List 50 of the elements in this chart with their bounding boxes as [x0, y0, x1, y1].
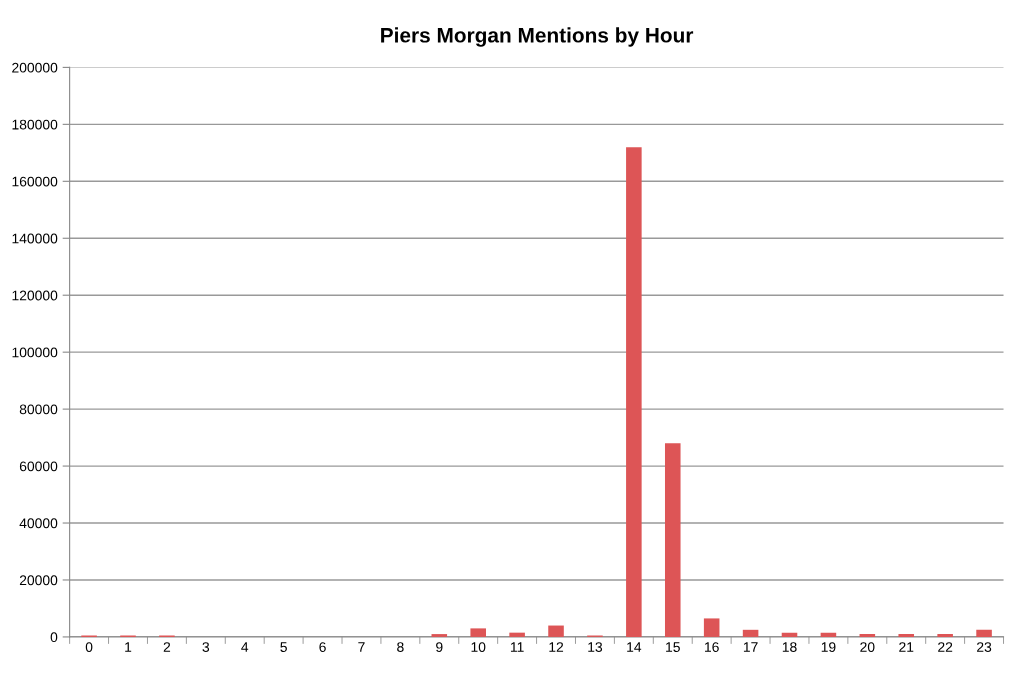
- y-tick-label: 100000: [12, 347, 58, 358]
- bar: [742, 629, 759, 637]
- x-tick-label: 21: [899, 642, 914, 652]
- y-tick-label: 80000: [19, 404, 58, 415]
- bar: [664, 443, 681, 637]
- x-tick-label: 23: [977, 642, 992, 652]
- x-tick-label: 1: [125, 642, 132, 652]
- x-tick-label: 5: [280, 642, 287, 652]
- y-tick-label: 140000: [12, 233, 58, 244]
- bar: [937, 634, 953, 637]
- x-tick-label: 16: [705, 642, 719, 652]
- bar: [703, 618, 720, 637]
- x-tick-label: 3: [202, 642, 210, 652]
- bar: [820, 632, 837, 637]
- y-tick-label: 0: [50, 632, 58, 643]
- y-tick-label: 160000: [12, 176, 58, 187]
- bar: [470, 628, 486, 637]
- bar: [976, 629, 992, 637]
- x-tick-label: 2: [163, 642, 171, 652]
- y-tick-label: 200000: [12, 62, 58, 73]
- x-tick-label: 17: [743, 642, 758, 652]
- x-tick-label: 19: [821, 642, 836, 652]
- x-tick-label: 14: [627, 642, 642, 652]
- x-tick-label: 11: [510, 642, 524, 652]
- x-tick-label: 7: [358, 642, 365, 652]
- x-tick-label: 0: [85, 642, 93, 652]
- bar: [509, 632, 525, 637]
- bar: [898, 634, 915, 637]
- x-tick-label: 4: [241, 642, 249, 652]
- bar: [626, 147, 642, 637]
- x-tick-label: 12: [549, 642, 564, 652]
- x-tick-label: 10: [471, 642, 486, 652]
- x-tick-label: 15: [666, 642, 680, 652]
- y-tick-label: 180000: [12, 119, 58, 130]
- x-tick-label: 8: [397, 642, 404, 652]
- y-tick-label: 60000: [19, 461, 58, 472]
- x-tick-label: 9: [436, 642, 443, 652]
- x-tick-label: 22: [938, 642, 953, 652]
- bar: [781, 632, 798, 637]
- x-tick-label: 18: [782, 642, 797, 652]
- chart-title: Piers Morgan Mentions by Hour: [381, 27, 694, 47]
- y-tick-label: 120000: [12, 290, 58, 301]
- y-tick-label: 40000: [19, 518, 58, 529]
- x-tick-label: 13: [588, 642, 603, 652]
- bar: [431, 634, 448, 637]
- x-tick-label: 6: [319, 642, 326, 652]
- x-tick-label: 20: [860, 642, 875, 652]
- y-tick-label: 20000: [19, 575, 58, 586]
- bar: [859, 634, 876, 637]
- bar: [548, 625, 564, 637]
